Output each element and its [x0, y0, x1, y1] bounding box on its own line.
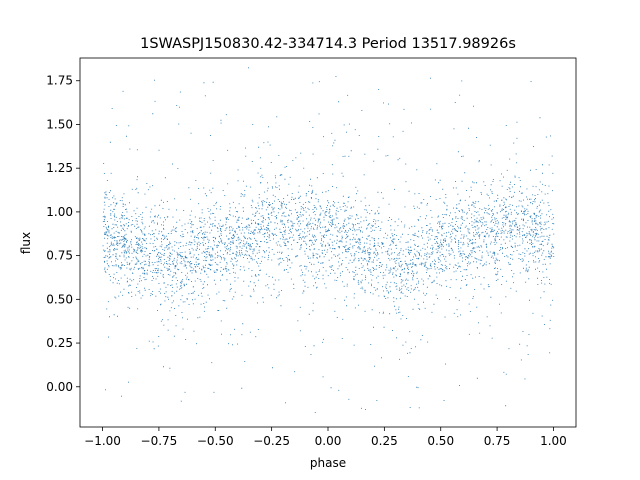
x-tick-label: 0.00 — [315, 434, 342, 448]
y-tick-label: 1.25 — [46, 161, 73, 175]
x-axis-label: phase — [310, 456, 346, 470]
data-points — [102, 67, 555, 413]
x-tick-label: −0.75 — [141, 434, 178, 448]
chart-title: 1SWASPJ150830.42-334714.3 Period 13517.9… — [140, 36, 516, 52]
y-tick-label: 1.50 — [46, 117, 73, 131]
scatter-points — [102, 67, 555, 413]
plot-frame — [79, 57, 577, 428]
x-tick-label: −0.25 — [253, 434, 290, 448]
y-axis-label: flux — [19, 232, 33, 254]
x-tick-label: −0.50 — [197, 434, 234, 448]
y-tick-label: 0.00 — [46, 380, 73, 394]
y-tick-label: 0.50 — [46, 292, 73, 306]
y-tick-label: 0.25 — [46, 336, 73, 350]
y-tick-label: 0.75 — [46, 249, 73, 263]
x-tick-label: 0.25 — [371, 434, 398, 448]
y-axis-ticks: 0.00 0.25 0.50 0.75 1.00 1.25 1.50 1.75 — [46, 74, 80, 394]
x-tick-label: 1.00 — [540, 434, 567, 448]
x-tick-label: −1.00 — [84, 434, 121, 448]
y-tick-label: 1.75 — [46, 74, 73, 88]
x-tick-label: 0.75 — [484, 434, 511, 448]
x-tick-label: 0.50 — [427, 434, 454, 448]
y-tick-label: 1.00 — [46, 205, 73, 219]
x-axis-ticks: −1.00 −0.75 −0.50 −0.25 0.00 0.25 0.50 0.75 1.00 — [84, 427, 567, 448]
